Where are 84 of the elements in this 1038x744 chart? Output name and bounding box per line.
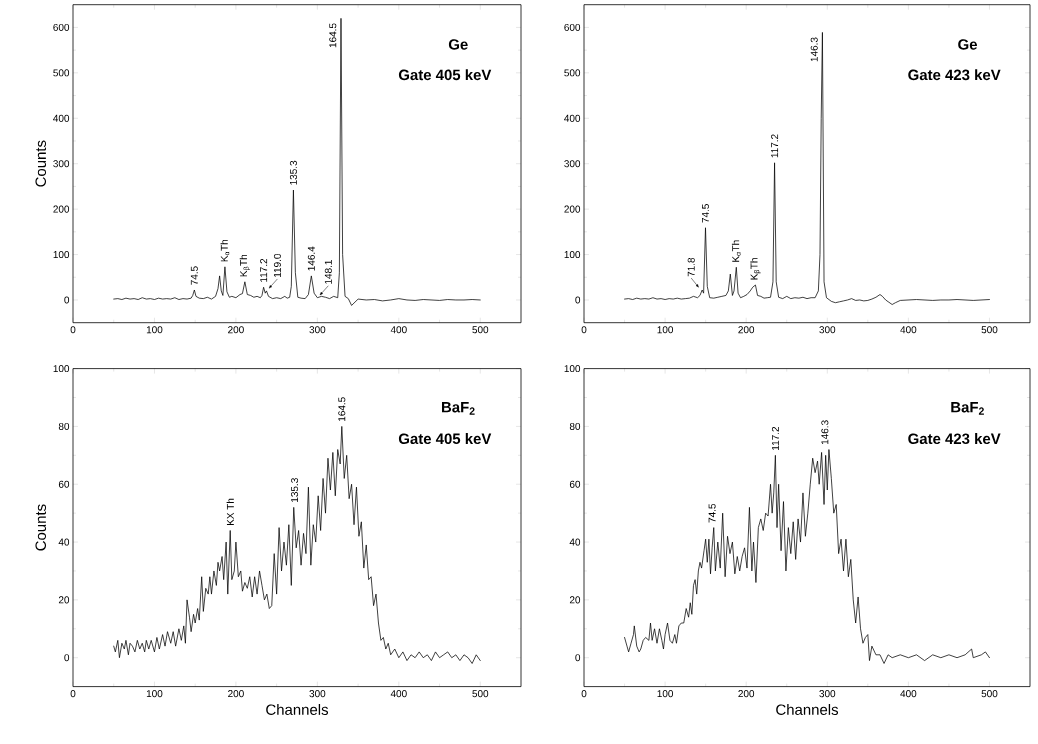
x-tick-label: 400 — [390, 326, 407, 334]
x-tick-label: 100 — [657, 690, 674, 698]
line-series — [624, 449, 990, 664]
annotation: 119.0 — [273, 253, 281, 277]
y-tick-label: 100 — [53, 251, 70, 259]
y-tick-label: 100 — [564, 365, 581, 373]
y-tick-label: 200 — [564, 205, 581, 213]
text: Gate 423 keV — [908, 69, 1001, 81]
text: Gate 423 keV — [908, 433, 1001, 445]
text: Gate 405 keV — [398, 433, 492, 445]
annotation: K$_{β}$Th — [239, 255, 251, 277]
y-axis-title: Counts — [35, 140, 47, 187]
y-tick-label: 400 — [564, 114, 581, 122]
y-tick-label: 40 — [569, 538, 581, 546]
x-tick-label: 0 — [581, 690, 587, 698]
y-axis-title: Counts — [35, 504, 47, 551]
x-tick-label: 500 — [981, 690, 998, 698]
y-tick-label: 20 — [569, 596, 581, 604]
annotation: 117.2 — [771, 134, 779, 158]
annotation: 74.5 — [702, 204, 709, 223]
y-tick-label: 0 — [64, 654, 70, 662]
x-tick-label: 100 — [146, 326, 163, 334]
y-tick-label: 500 — [53, 69, 70, 77]
annotation: 74.5 — [190, 266, 198, 285]
x-tick-label: 300 — [819, 326, 836, 334]
x-tick-label: 300 — [819, 690, 836, 698]
x-axis-title: Channels — [776, 704, 839, 715]
y-tick-label: 20 — [58, 596, 70, 604]
annotation: 146.3 — [810, 37, 818, 62]
annotation: 146.3 — [821, 420, 829, 445]
x-tick-label: 500 — [472, 690, 489, 698]
y-tick-label: 80 — [58, 422, 70, 430]
x-tick-label: 0 — [70, 326, 76, 334]
y-tick-label: 60 — [58, 480, 70, 488]
annotation: 164.5 — [329, 23, 337, 48]
y-tick-label: 400 — [53, 114, 70, 122]
x-tick-label: 0 — [70, 690, 76, 698]
y-tick-label: 200 — [53, 205, 70, 213]
y-tick-label: 300 — [564, 160, 581, 168]
x-tick-label: 200 — [228, 690, 244, 698]
text: BaF$_{2}$ — [951, 402, 984, 415]
y-tick-label: 60 — [569, 480, 581, 488]
x-tick-label: 300 — [309, 326, 326, 334]
annotation: K$_{α}$Th — [220, 239, 230, 262]
y-tick-label: 600 — [564, 23, 581, 31]
text: Ge — [958, 39, 978, 50]
annotation: 146.4 — [307, 246, 315, 271]
annotation: 164.5 — [338, 397, 346, 421]
x-tick-label: 500 — [981, 326, 998, 334]
text: Ge — [448, 39, 468, 50]
annotation: 148.1 — [324, 260, 332, 284]
x-tick-label: 200 — [738, 690, 755, 698]
y-tick-label: 80 — [569, 422, 581, 430]
text: BaF$_{2}$ — [442, 402, 475, 415]
annotation: K$_{α}$Th — [731, 240, 741, 262]
y-tick-label: 500 — [564, 69, 581, 77]
x-tick-label: 0 — [581, 326, 587, 334]
annotation: K$_{β}$Th — [750, 258, 761, 280]
y-tick-label: 0 — [575, 654, 581, 662]
annotation: 117.2 — [260, 258, 268, 282]
text: Gate 405 keV — [398, 69, 492, 81]
x-axis-title: Channels — [266, 704, 329, 715]
x-tick-label: 500 — [472, 326, 489, 334]
annotation: 135.3 — [291, 478, 299, 502]
x-tick-label: 100 — [146, 690, 163, 698]
x-tick-label: 200 — [738, 326, 755, 334]
x-tick-label: 400 — [390, 690, 407, 698]
y-tick-label: 0 — [64, 296, 70, 304]
y-tick-label: 40 — [58, 538, 70, 546]
y-tick-label: 600 — [53, 23, 70, 31]
y-tick-label: 300 — [53, 160, 70, 168]
annotation: 135.3 — [289, 160, 297, 185]
x-tick-label: 100 — [657, 326, 674, 334]
y-tick-label: 100 — [53, 365, 70, 373]
y-tick-label: 0 — [575, 296, 581, 304]
y-tick-label: 100 — [564, 251, 581, 259]
annotation: 71.8 — [687, 257, 695, 277]
annotation: KX Th — [226, 498, 234, 525]
x-tick-label: 200 — [228, 326, 244, 334]
x-tick-label: 300 — [309, 690, 326, 698]
x-tick-label: 400 — [900, 326, 917, 334]
annotation: 117.2 — [771, 426, 779, 450]
annotation: 74.5 — [708, 503, 716, 523]
x-tick-label: 400 — [900, 690, 917, 698]
